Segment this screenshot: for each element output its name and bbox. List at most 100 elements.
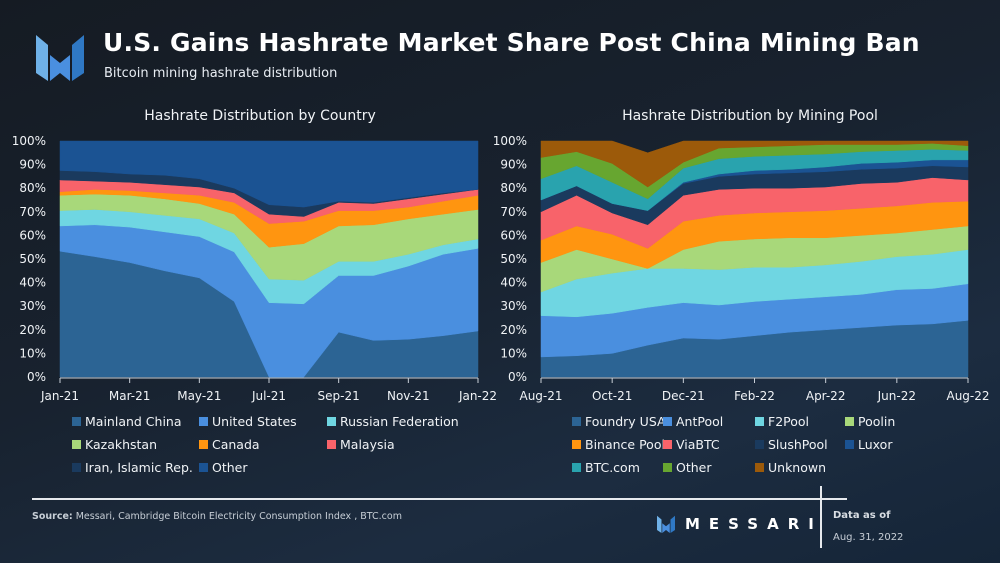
legend-label: United States bbox=[212, 414, 297, 429]
page-subtitle: Bitcoin mining hashrate distribution bbox=[104, 66, 338, 81]
legend-swatch bbox=[663, 440, 672, 449]
messari-wordmark: MESSARI bbox=[685, 515, 823, 533]
legend-item: Canada bbox=[199, 437, 260, 452]
messari-brand: MESSARI bbox=[655, 515, 823, 533]
pool-x-tick-label: Aug-21 bbox=[519, 389, 562, 403]
legend-swatch bbox=[755, 440, 764, 449]
legend-swatch bbox=[845, 440, 854, 449]
legend-item: Other bbox=[199, 460, 248, 475]
country-y-tick-label: 100% bbox=[12, 134, 46, 148]
pool-x-tick-label: Dec-21 bbox=[662, 389, 705, 403]
legend-swatch bbox=[199, 463, 208, 472]
source-note: Source: Messari, Cambridge Bitcoin Elect… bbox=[32, 511, 402, 522]
legend-label: Iran, Islamic Rep. bbox=[85, 460, 193, 475]
legend-item: BTC.com bbox=[572, 460, 640, 475]
country-x-tick-label: Jan-22 bbox=[458, 389, 497, 403]
legend-swatch bbox=[572, 417, 581, 426]
pool-y-tick-label: 40% bbox=[500, 276, 527, 290]
legend-swatch bbox=[755, 417, 764, 426]
pool-y-tick-label: 50% bbox=[500, 252, 527, 266]
legend-label: Luxor bbox=[858, 437, 893, 452]
legend-label: Mainland China bbox=[85, 414, 182, 429]
legend-swatch bbox=[572, 440, 581, 449]
legend-item: Mainland China bbox=[72, 414, 182, 429]
legend-item: Poolin bbox=[845, 414, 895, 429]
country-y-tick-label: 80% bbox=[19, 181, 46, 195]
legend-item: Malaysia bbox=[327, 437, 395, 452]
country-y-tick-label: 40% bbox=[19, 276, 46, 290]
footer-divider bbox=[32, 498, 847, 500]
legend-item: Unknown bbox=[755, 460, 826, 475]
legend-label: Poolin bbox=[858, 414, 896, 429]
pool-y-tick-label: 30% bbox=[500, 299, 527, 313]
country-y-tick-label: 50% bbox=[19, 252, 46, 266]
legend-swatch bbox=[327, 440, 336, 449]
legend-label: BTC.com bbox=[585, 460, 640, 475]
country-y-tick-label: 30% bbox=[19, 299, 46, 313]
country-x-tick-label: May-21 bbox=[177, 389, 221, 403]
legend-label: Kazakhstan bbox=[85, 437, 158, 452]
pool-area-unknown bbox=[540, 140, 969, 188]
pool-x-tick-label: Jun-22 bbox=[877, 389, 916, 403]
country-y-tick-label: 90% bbox=[19, 158, 46, 172]
pool-y-tick-label: 20% bbox=[500, 323, 527, 337]
legend-label: ViaBTC bbox=[676, 437, 720, 452]
country-y-tick-label: 0% bbox=[27, 370, 46, 384]
legend-label: Foundry USA bbox=[585, 414, 666, 429]
legend-label: Other bbox=[212, 460, 248, 475]
legend-label: F2Pool bbox=[768, 414, 810, 429]
legend-item: Russian Federation bbox=[327, 414, 459, 429]
pool-y-tick-label: 60% bbox=[500, 228, 527, 242]
country-y-tick-label: 60% bbox=[19, 228, 46, 242]
legend-swatch bbox=[845, 417, 854, 426]
legend-label: Canada bbox=[212, 437, 260, 452]
country-x-tick-label: Mar-21 bbox=[109, 389, 150, 403]
legend-item: AntPool bbox=[663, 414, 723, 429]
legend-swatch bbox=[72, 463, 81, 472]
country-x-tick-label: Nov-21 bbox=[387, 389, 430, 403]
messari-brand-icon bbox=[657, 515, 675, 533]
legend-item: SlushPool bbox=[755, 437, 828, 452]
legend-swatch bbox=[663, 463, 672, 472]
legend-item: United States bbox=[199, 414, 297, 429]
legend-item: Kazakhstan bbox=[72, 437, 157, 452]
legend-item: Luxor bbox=[845, 437, 892, 452]
legend-swatch bbox=[72, 417, 81, 426]
legend-item: Iran, Islamic Rep. bbox=[72, 460, 193, 475]
legend-item: Other bbox=[663, 460, 712, 475]
country-x-tick-label: Sep-21 bbox=[318, 389, 360, 403]
legend-label: Binance Pool bbox=[585, 437, 665, 452]
country-y-tick-label: 70% bbox=[19, 205, 46, 219]
legend-swatch bbox=[72, 440, 81, 449]
pool-chart-title: Hashrate Distribution by Mining Pool bbox=[622, 108, 878, 124]
legend-item: ViaBTC bbox=[663, 437, 720, 452]
pool-x-tick-label: Apr-22 bbox=[806, 389, 846, 403]
footer-vertical-divider bbox=[820, 486, 822, 548]
source-label: Source: bbox=[32, 511, 73, 522]
legend-swatch bbox=[572, 463, 581, 472]
pool-y-tick-label: 10% bbox=[500, 346, 527, 360]
data-as-of-label: Data as of bbox=[833, 510, 891, 521]
pool-y-tick-label: 0% bbox=[508, 370, 527, 384]
legend-swatch bbox=[755, 463, 764, 472]
pool-y-tick-label: 70% bbox=[500, 205, 527, 219]
country-x-tick-label: Jul-21 bbox=[251, 389, 286, 403]
legend-swatch bbox=[327, 417, 336, 426]
legend-label: Russian Federation bbox=[340, 414, 459, 429]
country-chart-title: Hashrate Distribution by Country bbox=[144, 108, 376, 124]
legend-item: Foundry USA bbox=[572, 414, 666, 429]
pool-x-tick-label: Feb-22 bbox=[734, 389, 775, 403]
legend-label: Other bbox=[676, 460, 712, 475]
pool-y-tick-label: 100% bbox=[493, 134, 527, 148]
country-y-tick-label: 10% bbox=[19, 346, 46, 360]
legend-swatch bbox=[199, 440, 208, 449]
country-x-tick-label: Jan-21 bbox=[40, 389, 79, 403]
legend-item: F2Pool bbox=[755, 414, 809, 429]
source-text: Messari, Cambridge Bitcoin Electricity C… bbox=[72, 511, 402, 522]
messari-logo-icon bbox=[36, 35, 84, 81]
pool-x-tick-label: Aug-22 bbox=[946, 389, 989, 403]
legend-label: AntPool bbox=[676, 414, 724, 429]
data-as-of-date: Aug. 31, 2022 bbox=[833, 532, 904, 543]
legend-swatch bbox=[199, 417, 208, 426]
